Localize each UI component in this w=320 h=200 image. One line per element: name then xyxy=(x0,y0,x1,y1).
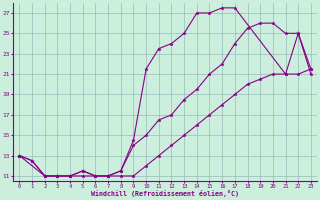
X-axis label: Windchill (Refroidissement éolien,°C): Windchill (Refroidissement éolien,°C) xyxy=(91,190,239,197)
